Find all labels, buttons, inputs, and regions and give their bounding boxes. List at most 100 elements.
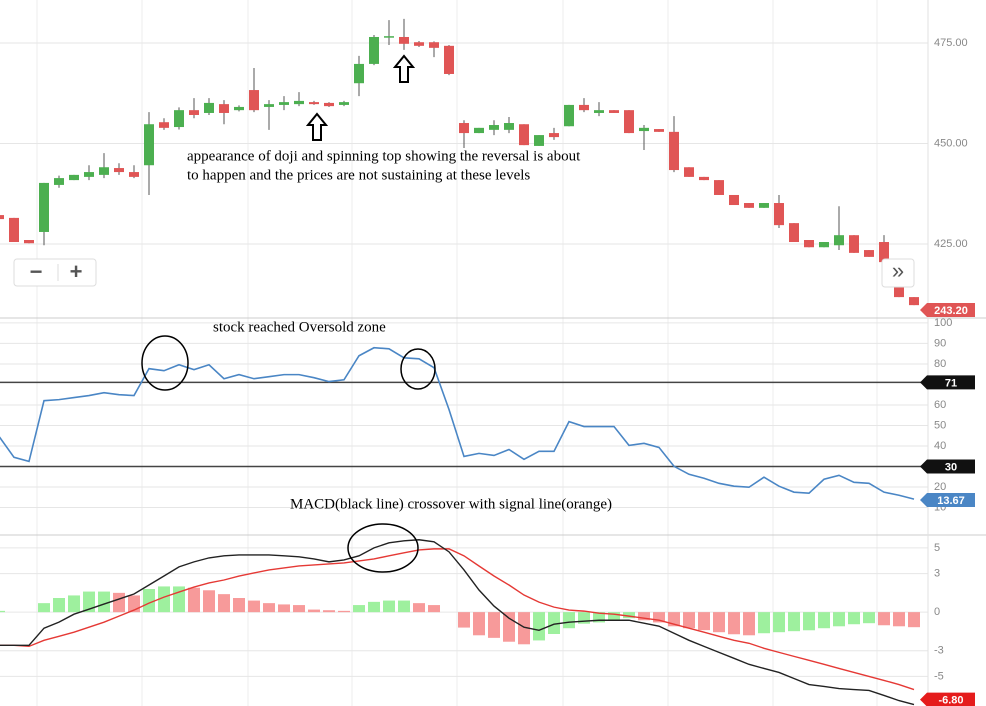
histogram-bar <box>878 612 890 626</box>
histogram-bar <box>83 591 95 613</box>
histogram-bar <box>293 605 305 613</box>
y-tick-label: 450.00 <box>934 137 968 149</box>
histogram-bar <box>398 600 410 613</box>
histogram-bar <box>38 603 50 613</box>
zoom-out-button[interactable]: − <box>30 259 43 284</box>
candle-body <box>279 102 289 105</box>
histogram-bar <box>698 612 710 631</box>
histogram-bar <box>488 612 500 638</box>
y-tick-label: -5 <box>934 670 944 682</box>
value-tag-label: 71 <box>945 377 957 389</box>
histogram-bar <box>848 612 860 625</box>
histogram-bar <box>218 594 230 613</box>
histogram-bar <box>578 612 590 624</box>
histogram-bar <box>278 604 290 613</box>
candle-body <box>339 102 349 105</box>
candle-body <box>654 129 664 132</box>
candle-body <box>189 110 199 115</box>
candle-body <box>399 36 409 44</box>
histogram-bar <box>563 612 575 629</box>
candle-body <box>489 125 499 130</box>
highlight-circle <box>141 335 189 391</box>
candle-body <box>369 36 379 64</box>
histogram-bar <box>608 612 620 620</box>
value-tag <box>920 459 975 474</box>
candle-body <box>504 123 514 130</box>
y-tick-label: 475.00 <box>934 37 968 49</box>
value-tag <box>920 493 975 508</box>
candle-body <box>714 180 724 195</box>
histogram-bar <box>113 592 125 613</box>
annotation: appearance of doji and spinning top show… <box>187 148 581 164</box>
candle-body <box>219 104 229 113</box>
histogram-bar <box>143 589 155 613</box>
zoom-box <box>13 258 97 287</box>
candle-body <box>324 102 334 107</box>
candle-body <box>9 217 19 243</box>
histogram-bar <box>263 603 275 613</box>
candle-body <box>384 36 394 38</box>
histogram-bar <box>818 612 830 629</box>
candle-body <box>804 240 814 248</box>
candle-body <box>159 122 169 128</box>
histogram-bar <box>473 612 485 636</box>
histogram-bar <box>308 609 320 613</box>
histogram-bar <box>233 598 245 613</box>
histogram-bar <box>503 612 515 642</box>
candle-body <box>609 110 619 113</box>
histogram-bar <box>653 612 665 623</box>
histogram-bar <box>548 612 560 634</box>
candle-body <box>249 90 259 111</box>
histogram-bar <box>728 612 740 635</box>
histogram-bar <box>68 595 80 613</box>
y-tick-label: 425.00 <box>934 238 968 250</box>
value-tag <box>920 303 975 317</box>
candle-body <box>669 131 679 171</box>
y-tick-label: 20 <box>934 481 946 493</box>
y-tick-label: 90 <box>934 337 946 349</box>
histogram-bar <box>458 612 470 628</box>
y-tick-label: -3 <box>934 645 944 657</box>
candle-body <box>39 182 49 232</box>
candle-body <box>429 42 439 48</box>
arrow <box>305 112 329 141</box>
zoom-controls: − + <box>13 258 97 287</box>
histogram-bar <box>98 591 110 613</box>
highlight-circle <box>347 523 419 573</box>
histogram-bar <box>683 612 695 629</box>
candle-body <box>459 123 469 134</box>
candle-body <box>564 104 574 127</box>
candle-body <box>789 223 799 243</box>
histogram-bar <box>833 612 845 627</box>
candle-body <box>729 194 739 206</box>
candle-body <box>444 45 454 74</box>
histogram-bar <box>383 600 395 613</box>
histogram-bar <box>518 612 530 645</box>
y-tick-label: 50 <box>934 419 946 431</box>
y-tick-label: 5 <box>934 542 940 554</box>
scroll-button[interactable]: » <box>892 258 904 283</box>
candle-body <box>144 124 154 166</box>
histogram-bar <box>53 598 65 613</box>
value-tag-label: 30 <box>945 461 957 473</box>
candle-body <box>579 104 589 111</box>
candle-body <box>474 127 484 134</box>
candle-body <box>639 127 649 132</box>
histogram-bar <box>413 603 425 613</box>
candle-body <box>534 135 544 146</box>
value-tag-label: 13.67 <box>937 495 965 507</box>
candle-body <box>354 63 364 84</box>
histogram-bar <box>338 610 350 613</box>
histogram-bar <box>863 612 875 624</box>
candle-body <box>234 106 244 111</box>
candle-body <box>774 203 784 226</box>
histogram-bar <box>638 612 650 621</box>
zoom-in-button[interactable]: + <box>70 259 83 284</box>
candle-body <box>99 167 109 175</box>
candle-body <box>519 124 529 146</box>
candle-body <box>744 203 754 208</box>
histogram-bar <box>758 612 770 634</box>
candle-body <box>684 167 694 177</box>
annotation: MACD(black line) crossover with signal l… <box>290 496 612 512</box>
